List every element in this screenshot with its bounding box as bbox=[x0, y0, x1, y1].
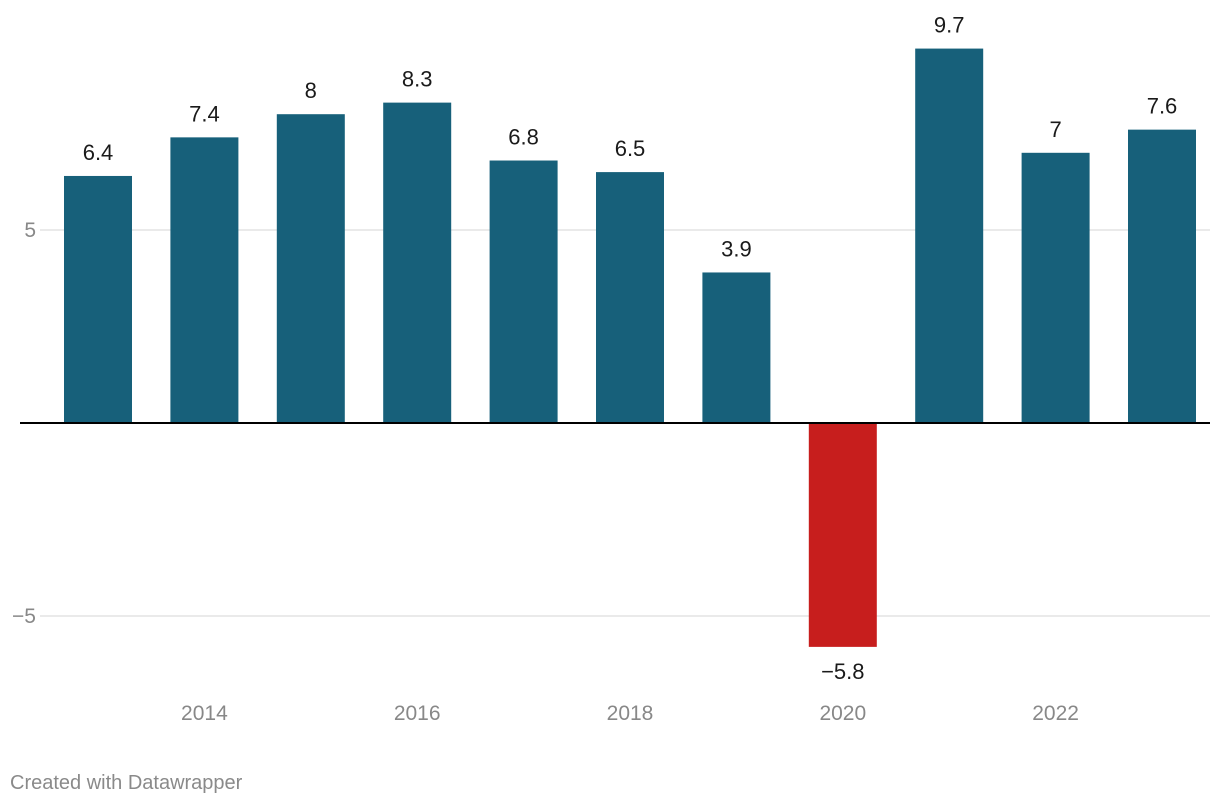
x-tick-label: 2018 bbox=[607, 702, 654, 725]
x-tick-label: 2020 bbox=[819, 702, 866, 725]
y-tick-label: −5 bbox=[12, 605, 36, 628]
bar-2020 bbox=[808, 423, 877, 647]
value-label-2019: 3.9 bbox=[721, 236, 752, 261]
value-label-2018: 6.5 bbox=[615, 136, 646, 161]
bar-2015 bbox=[276, 114, 345, 423]
value-label-2020: −5.8 bbox=[821, 659, 864, 684]
value-label-2017: 6.8 bbox=[508, 125, 539, 150]
value-label-2022: 7 bbox=[1049, 117, 1061, 142]
x-tick-label: 2014 bbox=[181, 702, 228, 725]
value-label-2023: 7.6 bbox=[1147, 94, 1178, 119]
credit-footer: Created with Datawrapper bbox=[10, 772, 243, 794]
bar-2017 bbox=[489, 160, 558, 423]
bar-2014 bbox=[170, 137, 239, 424]
value-label-2013: 6.4 bbox=[83, 140, 114, 165]
bar-2013 bbox=[64, 175, 132, 423]
bar-2023 bbox=[1128, 129, 1196, 423]
value-label-2016: 8.3 bbox=[402, 67, 433, 92]
value-label-2021: 9.7 bbox=[934, 13, 965, 38]
bar-chart: 5 −5 6.4 7.4 8 8.3 6.8 6.5 3.9 −5.8 9.7 7 7.6 2014 201… bbox=[12, 13, 1210, 725]
bar-2019 bbox=[702, 272, 771, 423]
value-label-2014: 7.4 bbox=[189, 101, 220, 126]
bar-2022 bbox=[1021, 152, 1090, 424]
y-tick-label: 5 bbox=[24, 219, 36, 242]
value-label-2015: 8 bbox=[305, 78, 317, 103]
bar-2016 bbox=[383, 102, 452, 424]
bar-2021 bbox=[915, 48, 984, 423]
x-tick-label: 2022 bbox=[1032, 702, 1079, 725]
x-tick-label: 2016 bbox=[394, 702, 441, 725]
bar-2018 bbox=[596, 172, 664, 423]
